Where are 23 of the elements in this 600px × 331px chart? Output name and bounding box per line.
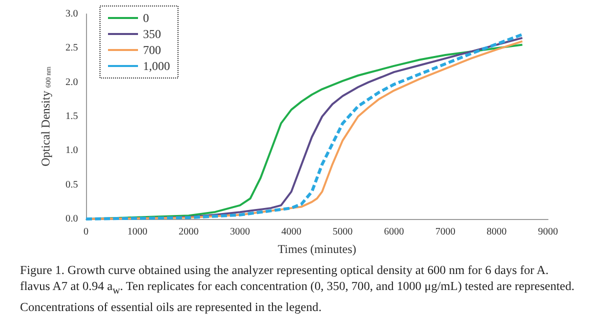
x-tick-label: 8000: [486, 226, 507, 238]
x-axis-title: Times (minutes): [278, 242, 356, 256]
x-tick-label: 0: [84, 226, 88, 238]
legend-label: 700: [143, 43, 161, 57]
x-tick-label: 7000: [435, 226, 456, 238]
y-tick-label: 0.5: [66, 179, 78, 190]
x-tick-label: 2000: [178, 226, 199, 238]
y-tick-label: 3.0: [66, 8, 78, 20]
y-tick-label: 1.5: [66, 111, 78, 122]
legend-label: 0: [143, 11, 149, 25]
y-tick-label: 2.5: [66, 42, 78, 54]
y-tick-label: 1.0: [66, 145, 78, 156]
x-tick-label: 4000: [281, 226, 302, 238]
legend-label: 1,000: [143, 59, 170, 73]
x-tick-label: 6000: [384, 226, 404, 238]
x-tick-label: 9000: [538, 226, 558, 238]
caption: Figure 1. Growth curve obtained using the analyzer representing optical density at 600 nm for 6 days for A. flavus A7 at 0.94 a$_{w}$. Ten replicates for each concentration (0, 350, 700, and 1000 μg/mL) tested are represented. Concentrations of essential oils are represented in the legend.: [20, 262, 576, 316]
x-tick-label: 1000: [127, 226, 148, 238]
y-tick-label: 2.0: [66, 76, 78, 88]
x-tick-label: 5000: [332, 226, 353, 238]
x-tick-label: 3000: [230, 226, 250, 238]
legend-label: 350: [143, 27, 161, 41]
y-tick-label: 0.0: [66, 214, 78, 224]
